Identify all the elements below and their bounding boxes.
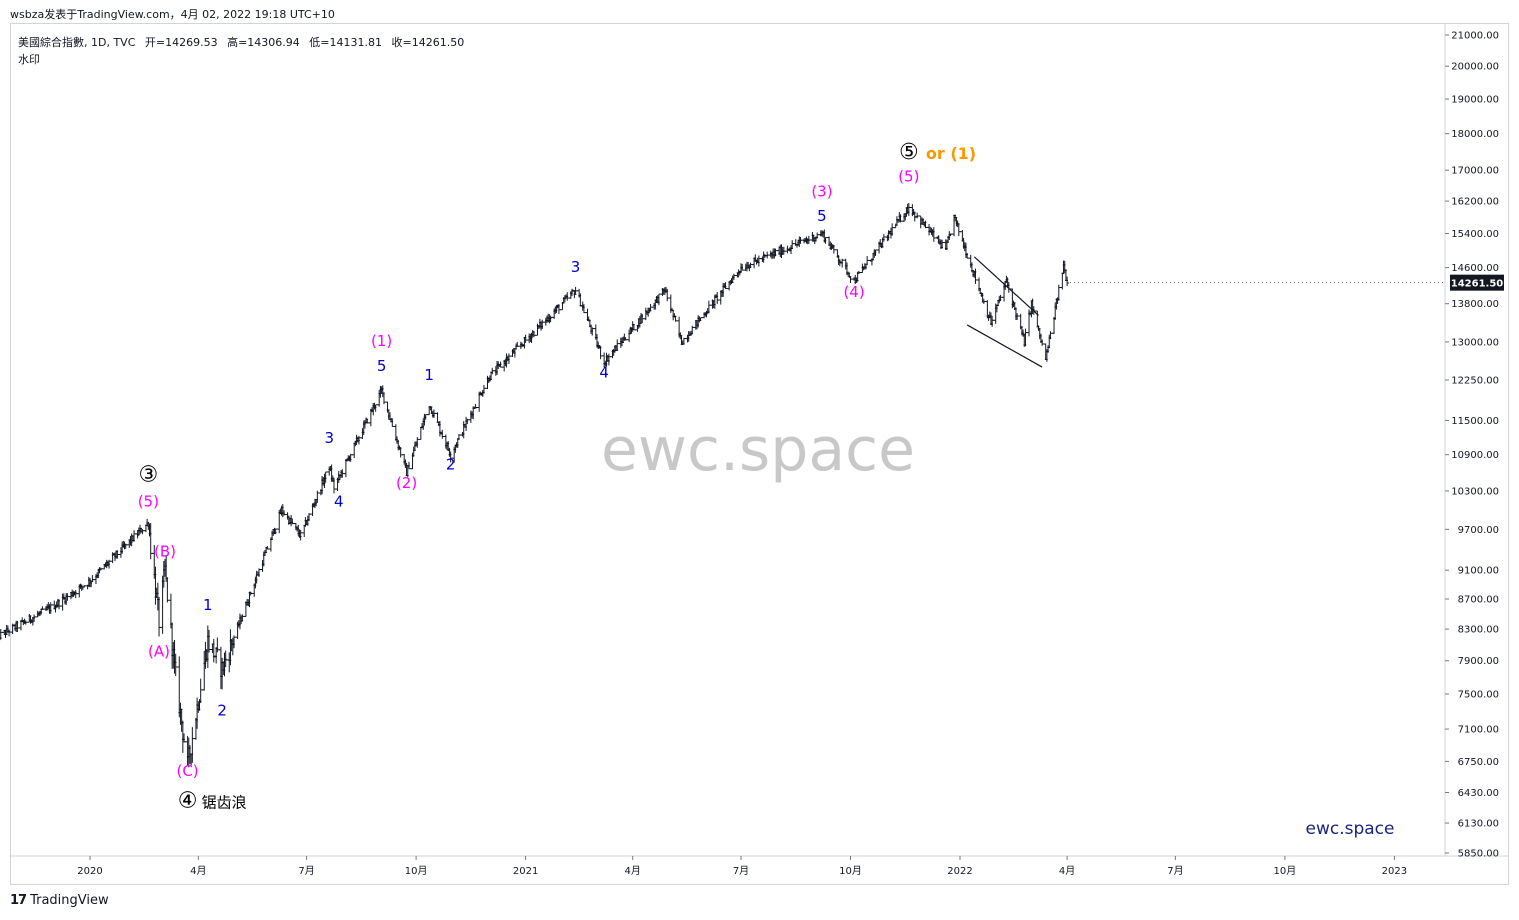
wave-label: (C) bbox=[176, 762, 198, 780]
y-tick-label: 7900.00 bbox=[1458, 656, 1499, 667]
low-value: 低=14131.81 bbox=[309, 36, 382, 49]
wave-label: 锯齿浪 bbox=[202, 794, 247, 812]
x-tick-label: 4月 bbox=[190, 865, 206, 877]
y-tick-label: 13800.00 bbox=[1451, 299, 1499, 310]
wave-labels: ③ (5) (B) (A) 1 2 (C) ④ 锯齿浪 3 4 (1) 5 (2) 1 2 3 4 (3) 5 (4) ⑤… bbox=[138, 140, 976, 814]
x-tick-label: 7月 bbox=[733, 865, 749, 877]
wave-label: ④ bbox=[178, 789, 198, 814]
wave-label: (1) bbox=[371, 332, 392, 350]
wave-label: (5) bbox=[898, 168, 919, 186]
y-tick-label: 13000.00 bbox=[1451, 337, 1499, 348]
wave-label: 2 bbox=[217, 702, 227, 720]
y-tick-label: 7100.00 bbox=[1458, 725, 1499, 736]
x-tick-label: 7月 bbox=[1167, 865, 1183, 877]
x-tick-label: 4月 bbox=[625, 865, 641, 877]
y-tick-label: 10900.00 bbox=[1451, 450, 1499, 461]
trendline bbox=[966, 324, 1043, 368]
y-axis: 21000.00 20000.00 19000.00 18000.00 17000.00… bbox=[10, 24, 1509, 860]
ohlc-bars bbox=[0, 203, 1070, 768]
y-tick-label: 14600.00 bbox=[1451, 263, 1499, 274]
wave-label: 4 bbox=[599, 363, 609, 381]
corner-watermark: ewc.space bbox=[1306, 819, 1395, 839]
wave-label: 3 bbox=[324, 429, 334, 447]
high-value: 高=14306.94 bbox=[227, 36, 300, 49]
y-tick-label: 11500.00 bbox=[1451, 416, 1499, 427]
y-tick-label: 12250.00 bbox=[1451, 375, 1499, 386]
y-tick-label: 8300.00 bbox=[1458, 625, 1499, 636]
x-axis: 2020 4月 7月 10月 2021 4月 7月 10月 2022 4月 7月 10月 2023 bbox=[77, 856, 1407, 877]
y-tick-label: 8700.00 bbox=[1458, 594, 1499, 605]
wave-label: 4 bbox=[334, 493, 344, 511]
x-tick-label: 4月 bbox=[1059, 865, 1075, 877]
wave-label: or (1) bbox=[926, 144, 976, 163]
wave-label: 5 bbox=[817, 207, 827, 225]
chart-frame[interactable] bbox=[10, 23, 1509, 885]
trendlines bbox=[966, 256, 1043, 368]
center-watermark: ewc.space bbox=[601, 415, 915, 485]
watermark-indicator-label[interactable]: 水印 bbox=[18, 53, 40, 66]
x-tick-label: 2022 bbox=[947, 866, 972, 877]
symbol-label[interactable]: 美國綜合指數, 1D, TVC bbox=[18, 36, 136, 49]
last-price-label: 14261.50 bbox=[1451, 279, 1504, 290]
wave-label: 3 bbox=[571, 258, 581, 276]
y-tick-label: 17000.00 bbox=[1451, 166, 1499, 177]
last-price-tag: 14261.50 bbox=[1070, 274, 1504, 291]
y-tick-label: 6430.00 bbox=[1458, 788, 1499, 799]
y-tick-label: 20000.00 bbox=[1451, 62, 1499, 73]
x-tick-label: 10月 bbox=[1274, 865, 1297, 877]
open-value: 开=14269.53 bbox=[144, 36, 218, 49]
x-tick-label: 2020 bbox=[77, 866, 102, 877]
y-tick-label: 9700.00 bbox=[1458, 525, 1499, 536]
wave-label: (B) bbox=[154, 542, 176, 560]
wave-label: (A) bbox=[148, 643, 170, 661]
wave-label: (5) bbox=[138, 493, 159, 511]
x-tick-label: 7月 bbox=[298, 865, 314, 877]
tradingview-logo-icon: 𝟭𝟳 bbox=[10, 893, 27, 908]
last-price-badge bbox=[1450, 274, 1504, 291]
tradingview-brand[interactable]: 𝟭𝟳 TradingView bbox=[10, 893, 109, 908]
y-tick-label: 15400.00 bbox=[1451, 229, 1499, 240]
y-tick-label: 19000.00 bbox=[1451, 95, 1499, 106]
trendline bbox=[973, 256, 1039, 316]
wave-label: 1 bbox=[203, 596, 213, 614]
wave-label: 2 bbox=[446, 456, 456, 474]
wave-label: ③ bbox=[138, 463, 158, 488]
wave-label: (4) bbox=[843, 283, 864, 301]
x-tick-label: 2023 bbox=[1382, 866, 1407, 877]
wave-label: (3) bbox=[811, 182, 832, 200]
y-tick-label: 16200.00 bbox=[1451, 197, 1499, 208]
wave-label: 5 bbox=[377, 357, 387, 375]
ohlc-legend[interactable]: 美國綜合指數, 1D, TVC 开=14269.53 高=14306.94 低=… bbox=[18, 34, 470, 50]
x-tick-label: 10月 bbox=[405, 865, 428, 877]
y-tick-label: 5850.00 bbox=[1458, 849, 1499, 860]
y-tick-label: 18000.00 bbox=[1451, 129, 1499, 140]
wave-label: 1 bbox=[424, 366, 434, 384]
y-tick-label: 21000.00 bbox=[1451, 31, 1499, 42]
wave-label: (2) bbox=[396, 474, 417, 492]
brand-label: TradingView bbox=[30, 893, 109, 908]
y-tick-label: 10300.00 bbox=[1451, 486, 1499, 497]
wave-label: ⑤ bbox=[899, 140, 919, 165]
publish-info: wsbza发表于TradingView.com，4月 02, 2022 19:1… bbox=[10, 8, 335, 21]
y-tick-label: 6750.00 bbox=[1458, 757, 1499, 768]
y-tick-label: 6130.00 bbox=[1458, 819, 1499, 830]
close-value: 收=14261.50 bbox=[391, 36, 465, 49]
y-tick-label: 9100.00 bbox=[1458, 566, 1499, 577]
y-tick-label: 7500.00 bbox=[1458, 689, 1499, 700]
x-tick-label: 2021 bbox=[513, 866, 538, 877]
x-tick-label: 10月 bbox=[839, 865, 862, 877]
